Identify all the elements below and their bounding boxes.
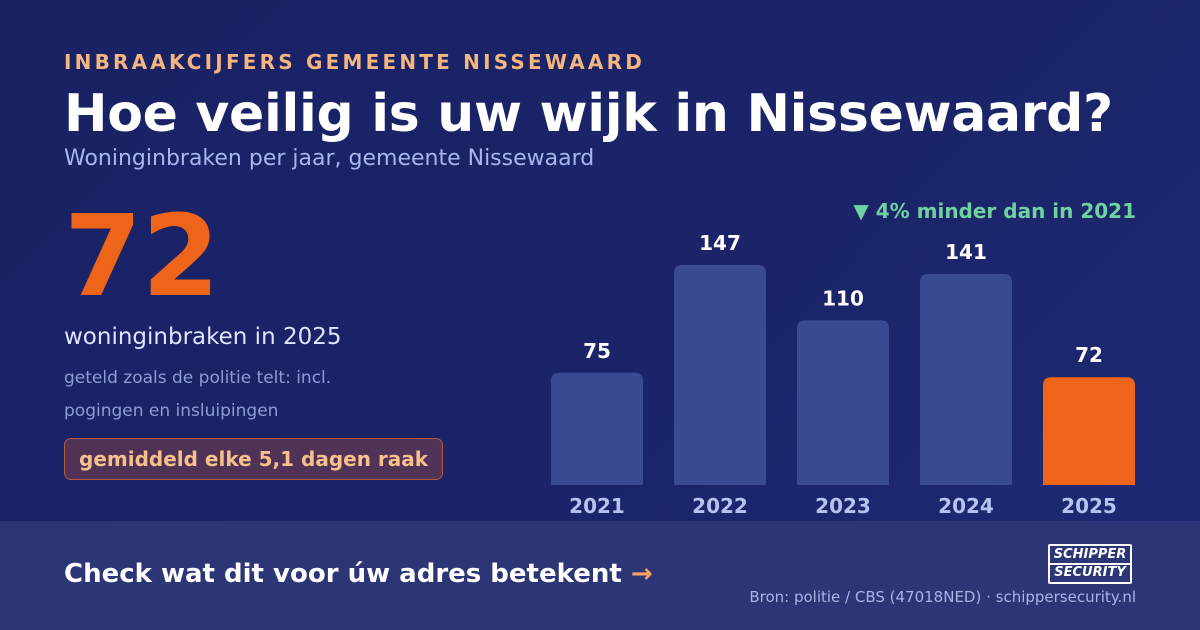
x-tick-label-2024: 2024 (938, 494, 994, 518)
brand-logo: SCHIPPER SECURITY (1048, 544, 1132, 584)
x-tick-label-2023: 2023 (815, 494, 871, 518)
bar-2022 (674, 265, 766, 485)
cta-text: Check wat dit voor úw adres betekent (64, 559, 622, 589)
highlight-number: 72 (64, 192, 220, 322)
logo-line-2: SECURITY (1050, 563, 1130, 581)
source-credit: Bron: politie / CBS (47018NED) · schippe… (749, 588, 1136, 606)
x-tick-label-2025: 2025 (1061, 494, 1117, 518)
logo-line-1: SCHIPPER (1053, 547, 1127, 562)
bar-value-label-2023: 110 (822, 286, 864, 310)
page-subtitle: Woninginbraken per jaar, gemeente Nissew… (64, 146, 595, 171)
counting-note: geteld zoals de politie telt: incl. pogi… (64, 368, 332, 421)
footer-bar: Check wat dit voor úw adres betekent → S… (0, 521, 1200, 630)
bar-chart: 75 2021 147 2022 110 2023 141 2024 72 2025 (551, 231, 1135, 518)
arrow-right-icon: → (630, 559, 653, 589)
bar-2024 (920, 273, 1012, 485)
bar-2025 (1043, 377, 1135, 485)
bar-2023 (797, 320, 889, 485)
bar-value-label-2024: 141 (945, 240, 987, 264)
bar-value-label-2021: 75 (583, 339, 611, 363)
x-tick-label-2022: 2022 (692, 494, 748, 518)
bar-2021 (551, 372, 643, 485)
eyebrow-label: INBRAAKCIJFERS GEMEENTE NISSEWAARD (64, 50, 646, 74)
cta-link[interactable]: Check wat dit voor úw adres betekent → (64, 559, 653, 589)
bar-value-label-2025: 72 (1075, 343, 1103, 367)
bar-value-label-2022: 147 (699, 231, 741, 255)
highlight-label: woninginbraken in 2025 (64, 324, 342, 350)
frequency-badge: gemiddeld elke 5,1 dagen raak (64, 438, 444, 480)
x-tick-label-2021: 2021 (569, 494, 625, 518)
page-title: Hoe veilig is uw wijk in Nissewaard? (64, 84, 1113, 144)
change-indicator: ▼ 4% minder dan in 2021 (853, 199, 1136, 223)
